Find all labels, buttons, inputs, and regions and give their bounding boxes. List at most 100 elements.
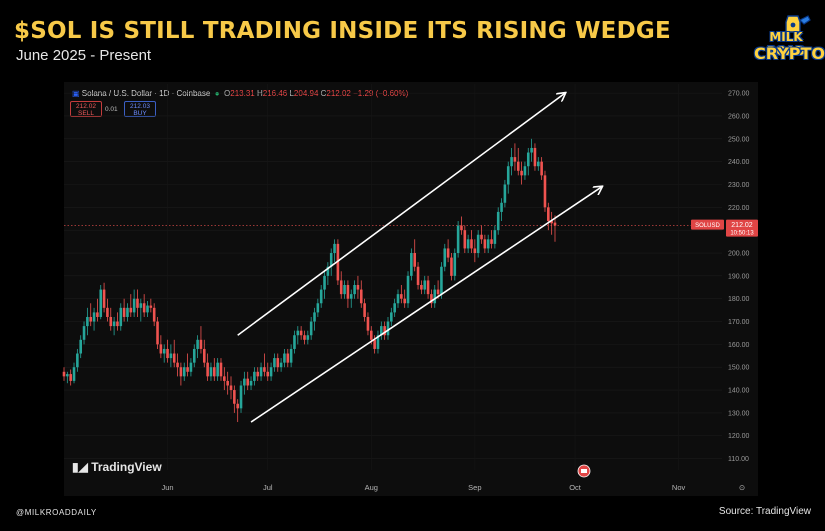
candle-body — [129, 307, 133, 313]
candle-body — [273, 358, 276, 368]
candle-body — [102, 289, 106, 308]
candle-body — [199, 339, 203, 349]
candle-body — [152, 307, 156, 322]
candle-body — [266, 371, 270, 377]
tradingview-icon: ▮◢ — [72, 460, 88, 474]
candle-body — [329, 253, 333, 267]
candle-body — [213, 367, 216, 377]
candle-body — [189, 362, 193, 372]
buy-label: BUY — [133, 110, 147, 117]
candle-body — [460, 225, 463, 231]
candle-body — [316, 303, 320, 313]
candle-body — [393, 303, 396, 313]
candle-body — [336, 243, 340, 281]
candle-body — [513, 157, 517, 162]
price-tag-countdown: 10:50:13 — [730, 231, 754, 237]
candle-body — [192, 348, 196, 363]
candle-body — [109, 316, 113, 327]
x-tick-label: Nov — [672, 483, 686, 492]
candle-body — [76, 353, 79, 368]
candle-body — [72, 367, 76, 381]
candle-body — [62, 371, 66, 377]
ohlc-legend: ▣ Solana / U.S. Dollar · 1D · Coinbase ●… — [72, 89, 408, 98]
candle-body — [169, 353, 173, 359]
y-tick-label: 250.00 — [728, 136, 750, 143]
candle-body — [146, 305, 149, 313]
candle-body — [126, 307, 129, 317]
candle-body — [533, 147, 537, 167]
candle-body — [423, 280, 427, 290]
x-tick-label: Aug — [365, 483, 378, 492]
candle-body — [486, 239, 490, 249]
candle-body — [132, 298, 136, 313]
candle-body — [283, 353, 286, 363]
change-value: −1.29 (−0.60%) — [353, 89, 409, 98]
trendline-lower — [250, 187, 602, 423]
candle-body — [223, 376, 226, 381]
candle-body — [253, 371, 256, 381]
candle-body — [420, 284, 423, 290]
candle-body — [309, 321, 313, 336]
candle-body — [239, 385, 243, 409]
x-axis: Jun Jul Aug Sep Oct Nov ⊙ — [161, 483, 745, 492]
milk-road-logo: MILK ROAD CRYPTO — [754, 14, 825, 72]
candle-body — [433, 289, 437, 304]
open-label: O — [224, 89, 231, 98]
candle-body — [319, 289, 323, 304]
candle-body — [139, 303, 143, 308]
candle-body — [276, 358, 280, 368]
candle-body — [156, 321, 159, 345]
candles — [62, 138, 557, 423]
y-tick-label: 200.00 — [728, 251, 750, 258]
candle-body — [286, 353, 290, 363]
logo-text-top: MILK ROAD — [766, 30, 806, 58]
candle-body — [466, 239, 470, 249]
y-tick-label: 120.00 — [728, 433, 750, 440]
candle-body — [396, 294, 400, 304]
milk-carton-icon — [785, 15, 811, 33]
price-tag-box — [726, 219, 758, 237]
y-tick-label: 190.00 — [728, 273, 750, 280]
candle-body — [476, 234, 480, 254]
y-tick-label: 130.00 — [728, 410, 750, 417]
candle-body — [359, 289, 363, 304]
candle-body — [500, 202, 503, 212]
candle-body — [400, 294, 403, 299]
candle-body — [106, 307, 109, 317]
candle-body — [456, 225, 460, 254]
y-tick-label: 170.00 — [728, 319, 750, 326]
y-tick-label: 110.00 — [728, 456, 749, 463]
sell-button[interactable]: 212.02 SELL — [70, 101, 102, 117]
candle-body — [343, 284, 346, 295]
candle-body — [339, 280, 343, 295]
candle-body — [119, 307, 123, 327]
candle-body — [229, 385, 233, 391]
symbol-tag — [691, 219, 724, 230]
buy-button[interactable]: 212.03 BUY — [124, 101, 156, 117]
candle-body — [256, 371, 260, 377]
candle-body — [226, 380, 229, 386]
candle-body — [333, 243, 336, 254]
candle-body — [186, 367, 189, 372]
buy-price: 212.03 — [130, 103, 150, 110]
candle-body — [149, 305, 153, 308]
candle-body — [303, 335, 306, 340]
candle-body — [506, 166, 510, 185]
candle-body — [463, 230, 467, 249]
candle-body — [540, 161, 543, 176]
candle-body — [443, 248, 447, 267]
y-tick-label: 230.00 — [728, 182, 750, 189]
candle-body — [349, 294, 353, 299]
candle-body — [326, 266, 330, 276]
candle-body — [269, 367, 273, 377]
grid-lines — [64, 84, 722, 470]
candle-body — [416, 266, 420, 285]
candle-body — [543, 175, 547, 208]
symbol-tag-text: SOLUSD — [695, 223, 720, 229]
candle-body — [216, 362, 219, 377]
candle-body — [96, 312, 99, 317]
price-tag: SOLUSD 212.02 10:50:13 — [577, 219, 758, 478]
candle-body — [176, 362, 179, 368]
y-tick-label: 270.00 — [728, 91, 750, 98]
